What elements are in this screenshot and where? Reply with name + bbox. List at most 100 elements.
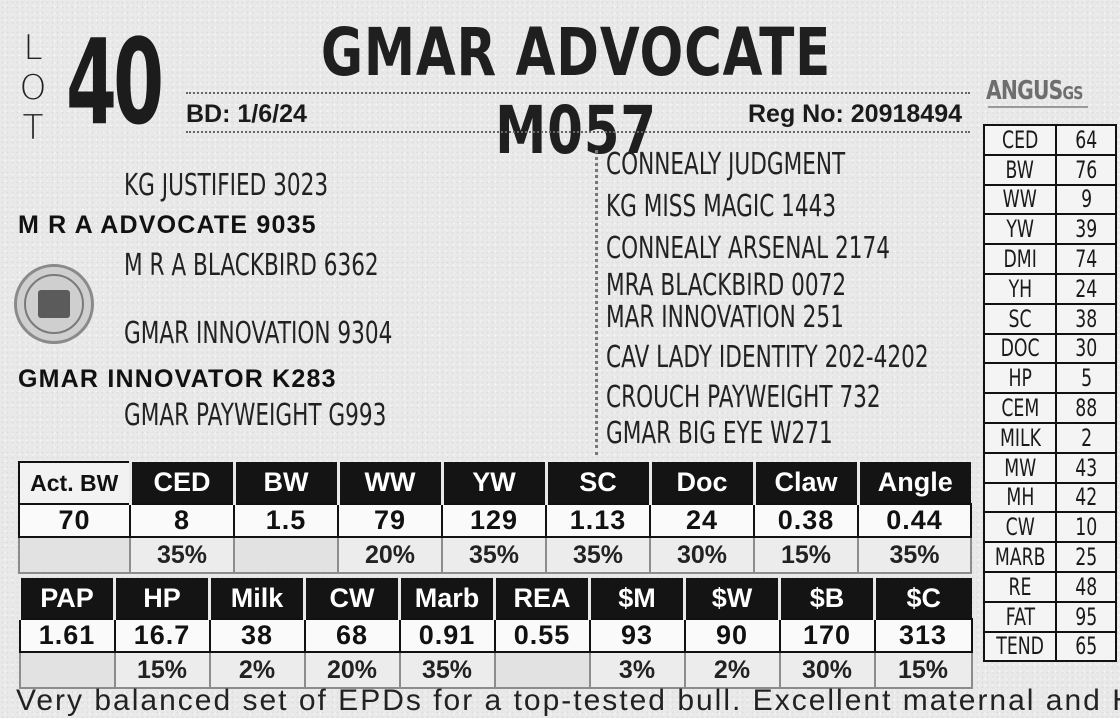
side-epd-value-text: 30 — [1075, 334, 1098, 363]
side-epd-label: DMI — [982, 243, 1058, 275]
lot-number: 40 — [66, 13, 164, 151]
epd-header-cell: BW — [232, 462, 338, 504]
side-epd-label-text: MARB — [994, 543, 1046, 572]
side-epd-label: CW — [982, 511, 1058, 544]
epd-header-cell: YW — [440, 462, 546, 504]
side-epd-value-text: 24 — [1075, 274, 1098, 303]
seal-emblem — [38, 290, 70, 318]
epd-percentile-cell: 35% — [857, 536, 972, 574]
epd-percentile-cell: 15% — [753, 536, 859, 574]
lot-letter: O — [19, 68, 47, 108]
side-epd-label: CEM — [982, 392, 1058, 424]
side-epd-value-text: 64 — [1075, 125, 1098, 154]
side-epd-value: 65 — [1055, 630, 1118, 663]
epd-header-cell: Claw — [752, 462, 858, 504]
epd-percentile-cell: 15% — [113, 651, 211, 689]
side-epd-label-text: BW — [1005, 155, 1035, 184]
epd-value-cell: 93 — [588, 618, 686, 653]
side-epd-value: 9 — [1055, 183, 1118, 216]
side-epd-value: 24 — [1055, 272, 1118, 305]
side-epd-label-text: CEM — [1001, 394, 1040, 423]
side-epd-row: CED 64 — [982, 124, 1118, 156]
side-epd-label-text: FAT — [1005, 602, 1035, 631]
side-epd-value: 48 — [1055, 570, 1118, 603]
side-epd-row: SC 38 — [982, 302, 1118, 335]
pedigree-great-grandparent: MRA BLACKBIRD 0072 — [606, 268, 847, 303]
epd-percentile-cell: 2% — [208, 651, 306, 689]
side-epd-label-text: CED — [1001, 125, 1039, 154]
side-epd-value-text: 9 — [1080, 185, 1092, 214]
side-epd-value-text: 10 — [1075, 513, 1098, 542]
epd-value-cell: 0.38 — [753, 503, 859, 538]
side-epd-value: 95 — [1055, 600, 1118, 633]
epd-value-cell: 0.91 — [398, 618, 496, 653]
side-epd-label-text: CW — [1005, 513, 1035, 542]
side-epd-label-text: DOC — [1000, 334, 1040, 363]
side-epd-row: TEND 65 — [982, 630, 1118, 663]
epd-percentile-cell: 2% — [683, 651, 781, 689]
lot-letter: L — [23, 28, 43, 68]
side-epd-row: WW 9 — [982, 183, 1118, 216]
side-epd-label-text: MILK — [999, 423, 1041, 452]
side-epd-value-text: 25 — [1075, 543, 1098, 572]
epd-percentile-cell — [233, 536, 339, 574]
side-epd-label: YW — [982, 213, 1058, 246]
side-epd-row: FAT 95 — [982, 600, 1118, 633]
side-epd-row: DMI 74 — [982, 243, 1118, 275]
epd-value-cell: 313 — [873, 618, 973, 653]
side-epd-value-text: 65 — [1075, 632, 1098, 661]
side-epd-row: CEM 88 — [982, 392, 1118, 424]
pedigree-great-grandparent: KG MISS MAGIC 1443 — [606, 189, 837, 224]
header-divider-bottom — [186, 131, 970, 133]
epd-percentile-cell: 30% — [778, 651, 876, 689]
side-epd-value-text: 88 — [1075, 394, 1098, 423]
side-epd-value: 38 — [1055, 302, 1118, 335]
epd-percentile-cell: 20% — [303, 651, 401, 689]
epd-value-cell: 129 — [441, 503, 547, 538]
side-epd-row: MH 42 — [982, 481, 1118, 514]
epd-header-cell: WW — [336, 462, 442, 504]
side-epd-label: SC — [982, 302, 1058, 335]
side-epd-value-text: 43 — [1075, 453, 1098, 482]
epd-header-cell: $M — [588, 578, 685, 619]
pedigree-divider — [595, 150, 598, 455]
association-seal-icon — [14, 264, 94, 344]
side-epd-label: RE — [982, 570, 1058, 603]
side-epd-row: CW 10 — [982, 511, 1118, 544]
epd-percentile-cell — [18, 651, 116, 689]
side-epd-value-text: 48 — [1075, 572, 1098, 601]
side-epd-row: HP 5 — [982, 362, 1118, 395]
angus-logo-suffix: GS — [1062, 83, 1083, 104]
epd-percentile-cell — [18, 536, 131, 574]
epd-percentile-cell: 35% — [441, 536, 547, 574]
epd-value-cell: 70 — [18, 503, 131, 538]
epd-value-cell: 1.61 — [18, 618, 116, 653]
epd-header-cell: Milk — [208, 578, 305, 619]
pedigree-great-grandparent: CAV LADY IDENTITY 202-4202 — [606, 340, 929, 375]
side-epd-value-text: 95 — [1075, 602, 1098, 631]
side-epd-value: 39 — [1055, 213, 1118, 246]
header-divider-top — [186, 92, 970, 94]
side-epd-value-text: 5 — [1080, 364, 1092, 393]
side-epd-row: DOC 30 — [982, 332, 1118, 365]
side-epd-label: WW — [982, 183, 1058, 216]
pedigree-dam-dam: GMAR PAYWEIGHT G993 — [124, 398, 387, 433]
birth-date-label: BD: — [186, 100, 231, 128]
side-epd-row: YW 39 — [982, 213, 1118, 246]
epd-percentile-cell: 35% — [545, 536, 651, 574]
epd-value-cell: 68 — [303, 618, 401, 653]
epd-table-1: Act. BW CED BW WW YW SC Doc Claw Angle 70 8 1.5 79 1… — [18, 461, 972, 574]
side-epd-label: MH — [982, 481, 1058, 514]
side-epd-value: 64 — [1055, 124, 1118, 156]
side-epd-row: YH 24 — [982, 272, 1118, 305]
epd-header-cell: $W — [683, 578, 780, 619]
side-epd-label-text: YW — [1006, 215, 1034, 244]
epd-header-cell: PAP — [18, 578, 115, 619]
side-epd-value-text: 42 — [1075, 483, 1098, 512]
side-epd-label: BW — [982, 153, 1058, 186]
pedigree-sire: M R A ADVOCATE 9035 — [18, 211, 317, 239]
epd-percentile-cell: 15% — [873, 651, 973, 689]
side-epd-value: 30 — [1055, 332, 1118, 365]
epd-header-cell: CED — [128, 462, 234, 504]
angus-logo-text: ANGUS — [986, 76, 1063, 106]
